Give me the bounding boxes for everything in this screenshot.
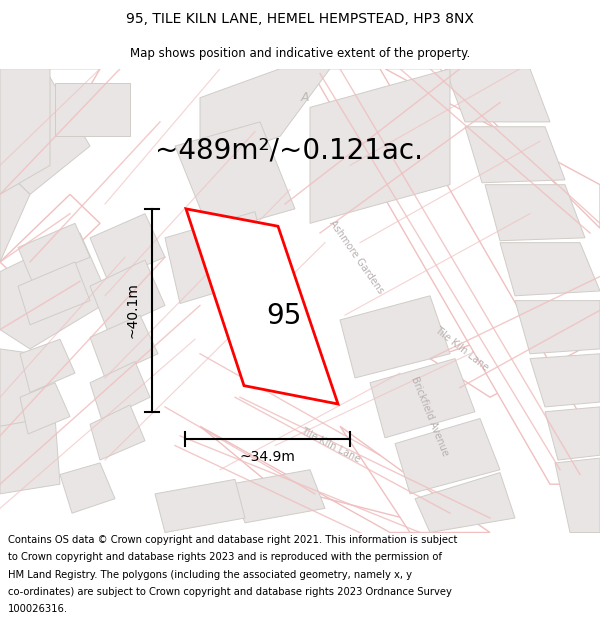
Polygon shape	[545, 407, 600, 460]
Polygon shape	[165, 212, 270, 304]
Text: Tile Kiln Lane: Tile Kiln Lane	[299, 426, 361, 465]
Text: 100026316.: 100026316.	[8, 604, 68, 614]
Text: HM Land Registry. The polygons (including the associated geometry, namely x, y: HM Land Registry. The polygons (includin…	[8, 569, 412, 579]
Polygon shape	[155, 479, 245, 532]
Polygon shape	[0, 69, 90, 194]
Polygon shape	[430, 301, 600, 398]
Polygon shape	[445, 69, 550, 122]
Polygon shape	[55, 83, 130, 136]
Polygon shape	[415, 472, 515, 532]
Polygon shape	[370, 359, 475, 438]
Polygon shape	[90, 405, 145, 460]
Polygon shape	[200, 69, 330, 166]
Polygon shape	[90, 315, 158, 378]
Polygon shape	[0, 349, 60, 431]
Polygon shape	[175, 122, 295, 233]
Polygon shape	[310, 69, 450, 223]
Text: Tile Kiln Lane: Tile Kiln Lane	[433, 325, 491, 373]
Polygon shape	[465, 127, 565, 182]
Polygon shape	[186, 209, 338, 404]
Polygon shape	[555, 458, 600, 532]
Text: Brickfield Avenue: Brickfield Avenue	[409, 376, 451, 458]
Text: 95, TILE KILN LANE, HEMEL HEMPSTEAD, HP3 8NX: 95, TILE KILN LANE, HEMEL HEMPSTEAD, HP3…	[126, 12, 474, 26]
Text: ~489m²/~0.121ac.: ~489m²/~0.121ac.	[155, 137, 423, 165]
Polygon shape	[0, 166, 30, 262]
Polygon shape	[500, 242, 600, 296]
Polygon shape	[0, 233, 110, 349]
Polygon shape	[90, 260, 165, 331]
Text: Map shows position and indicative extent of the property.: Map shows position and indicative extent…	[130, 47, 470, 60]
Polygon shape	[0, 69, 100, 156]
Text: Ashmore Gardens: Ashmore Gardens	[327, 219, 385, 296]
Polygon shape	[340, 296, 450, 378]
Polygon shape	[20, 339, 75, 392]
Polygon shape	[340, 426, 490, 532]
Polygon shape	[310, 69, 600, 484]
Text: ~40.1m: ~40.1m	[125, 282, 139, 338]
Text: Contains OS data © Crown copyright and database right 2021. This information is : Contains OS data © Crown copyright and d…	[8, 535, 457, 545]
Polygon shape	[515, 301, 600, 354]
Polygon shape	[20, 382, 70, 434]
Polygon shape	[530, 354, 600, 407]
Text: ~34.9m: ~34.9m	[239, 450, 295, 464]
Polygon shape	[18, 262, 90, 325]
Polygon shape	[90, 214, 165, 281]
Polygon shape	[230, 470, 325, 523]
Polygon shape	[18, 223, 90, 281]
Text: to Crown copyright and database rights 2023 and is reproduced with the permissio: to Crown copyright and database rights 2…	[8, 552, 442, 562]
Polygon shape	[395, 419, 500, 494]
Text: A: A	[301, 91, 309, 104]
Polygon shape	[485, 185, 585, 241]
Polygon shape	[0, 194, 100, 291]
Polygon shape	[90, 361, 150, 421]
Text: 95: 95	[266, 302, 301, 330]
Text: co-ordinates) are subject to Crown copyright and database rights 2023 Ordnance S: co-ordinates) are subject to Crown copyr…	[8, 587, 452, 597]
Polygon shape	[60, 463, 115, 513]
Polygon shape	[385, 69, 600, 228]
Polygon shape	[0, 416, 60, 494]
Polygon shape	[0, 69, 50, 194]
Polygon shape	[200, 426, 460, 532]
